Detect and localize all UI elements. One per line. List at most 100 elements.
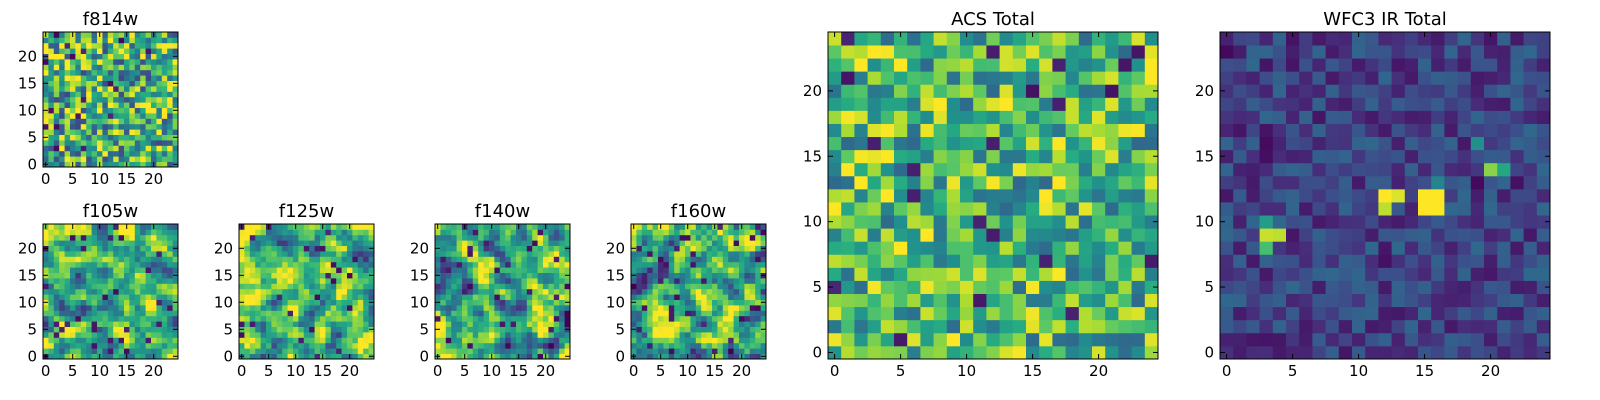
wfc3-ir-total-cell	[1431, 32, 1445, 46]
f105w-cell	[156, 229, 163, 236]
f160w-cell	[636, 278, 643, 284]
f140w-cell	[478, 353, 484, 360]
f125w-cell	[363, 256, 369, 263]
f105w-cell	[156, 321, 163, 327]
wfc3-ir-total-cell	[1418, 84, 1432, 98]
f140w-cell	[456, 261, 463, 268]
f160w-cell	[749, 229, 756, 236]
f814w-cell	[53, 134, 60, 141]
f160w-cell	[690, 353, 697, 360]
f140w-cell	[526, 256, 533, 263]
f125w-cell	[293, 234, 299, 241]
acs-total-cell	[828, 188, 842, 203]
wfc3-ir-total-cell	[1391, 110, 1406, 124]
f105w-cell	[64, 294, 71, 300]
wfc3-ir-total-cell	[1418, 71, 1432, 85]
f125w-cell	[309, 267, 315, 273]
wfc3-ir-total-cell	[1233, 162, 1247, 177]
f105w-cell	[172, 251, 179, 257]
f814w-cell	[80, 53, 87, 60]
f814w-cell	[151, 69, 157, 76]
f140w-cell	[548, 337, 555, 344]
wfc3-ir-total-cell	[1352, 254, 1366, 268]
wfc3-ir-total-cell	[1286, 175, 1300, 190]
acs-total-cell	[1144, 345, 1159, 360]
acs-total-cell	[1012, 32, 1027, 46]
f140w-cell	[478, 272, 484, 279]
f814w-cell	[107, 145, 114, 152]
f140w-cell	[456, 294, 463, 300]
acs-total-cell	[880, 123, 895, 138]
wfc3-ir-total-cell	[1510, 97, 1524, 111]
f160w-cell	[663, 224, 670, 230]
wfc3-ir-total-cell	[1352, 110, 1366, 124]
f160w-cell	[722, 278, 729, 284]
f105w-cell	[124, 234, 130, 241]
f125w-cell	[341, 261, 348, 268]
acs-total-cell	[1052, 215, 1066, 229]
f160w-cell	[706, 353, 713, 360]
wfc3-ir-total-cell	[1431, 306, 1445, 321]
f125w-cell	[368, 348, 375, 354]
acs-total-cell	[1039, 123, 1053, 138]
f105w-cell	[107, 234, 114, 241]
wfc3-ir-total-cell	[1338, 110, 1353, 124]
f125w-cell	[271, 310, 278, 317]
f140w-cell	[456, 332, 463, 338]
f814w-cell	[172, 156, 179, 162]
f125w-cell	[239, 240, 245, 246]
f160w-cell	[647, 283, 653, 290]
acs-total-cell	[1092, 136, 1106, 151]
f105w-cell	[43, 288, 49, 295]
f125w-cell	[271, 353, 278, 360]
f814w-cell	[118, 37, 125, 44]
f814w-cell	[59, 42, 65, 49]
f125w-cell	[255, 256, 261, 263]
f105w-cell	[48, 337, 55, 344]
acs-total-cell	[907, 149, 921, 164]
f125w-cell	[303, 245, 310, 252]
wfc3-ir-total-cell	[1299, 215, 1313, 229]
f125w-cell	[347, 240, 353, 246]
acs-total-cell	[1065, 345, 1080, 360]
f125w-cell	[352, 229, 359, 236]
f105w-cell	[124, 267, 130, 273]
wfc3-ir-total-cell	[1484, 188, 1498, 203]
f140w-cell	[456, 326, 463, 333]
wfc3-ir-total-cell	[1272, 228, 1287, 242]
f140w-cell	[559, 321, 565, 327]
f814w-cell	[172, 86, 179, 92]
f140w-cell	[553, 224, 560, 230]
f105w-cell	[140, 245, 146, 252]
acs-total-cell	[828, 136, 842, 151]
f125w-cell	[336, 229, 342, 236]
f814w-cell	[107, 123, 114, 130]
wfc3-ir-total-cell	[1246, 345, 1260, 360]
wfc3-ir-total-cell	[1497, 175, 1511, 190]
f125w-cell	[352, 305, 359, 311]
f814w-cell	[113, 42, 119, 49]
f105w-cell	[172, 342, 179, 349]
f105w-cell	[43, 261, 49, 268]
wfc3-ir-total-cell	[1259, 267, 1274, 281]
f105w-cell	[129, 272, 136, 279]
f814w-cell	[118, 129, 125, 135]
f814w-cell	[48, 59, 55, 65]
wfc3-ir-total-cell	[1378, 280, 1392, 294]
f105w-cell	[43, 321, 49, 327]
acs-total-cell	[828, 345, 842, 360]
f814w-cell	[43, 59, 49, 65]
acs-total-cell	[880, 293, 895, 308]
acs-total-cell	[946, 254, 961, 268]
f125w-cell	[314, 332, 321, 338]
f160w-cell	[701, 326, 707, 333]
f160w-cell	[695, 240, 702, 246]
f140w-cell	[483, 299, 490, 306]
f814w-cell	[48, 42, 55, 49]
acs-total-cell	[986, 293, 1000, 308]
f814w-cell	[53, 118, 60, 125]
f140w-cell	[489, 288, 495, 295]
f105w-cell	[167, 310, 173, 317]
f160w-ytick-label: 5	[615, 320, 625, 338]
f814w-cell	[156, 69, 163, 76]
